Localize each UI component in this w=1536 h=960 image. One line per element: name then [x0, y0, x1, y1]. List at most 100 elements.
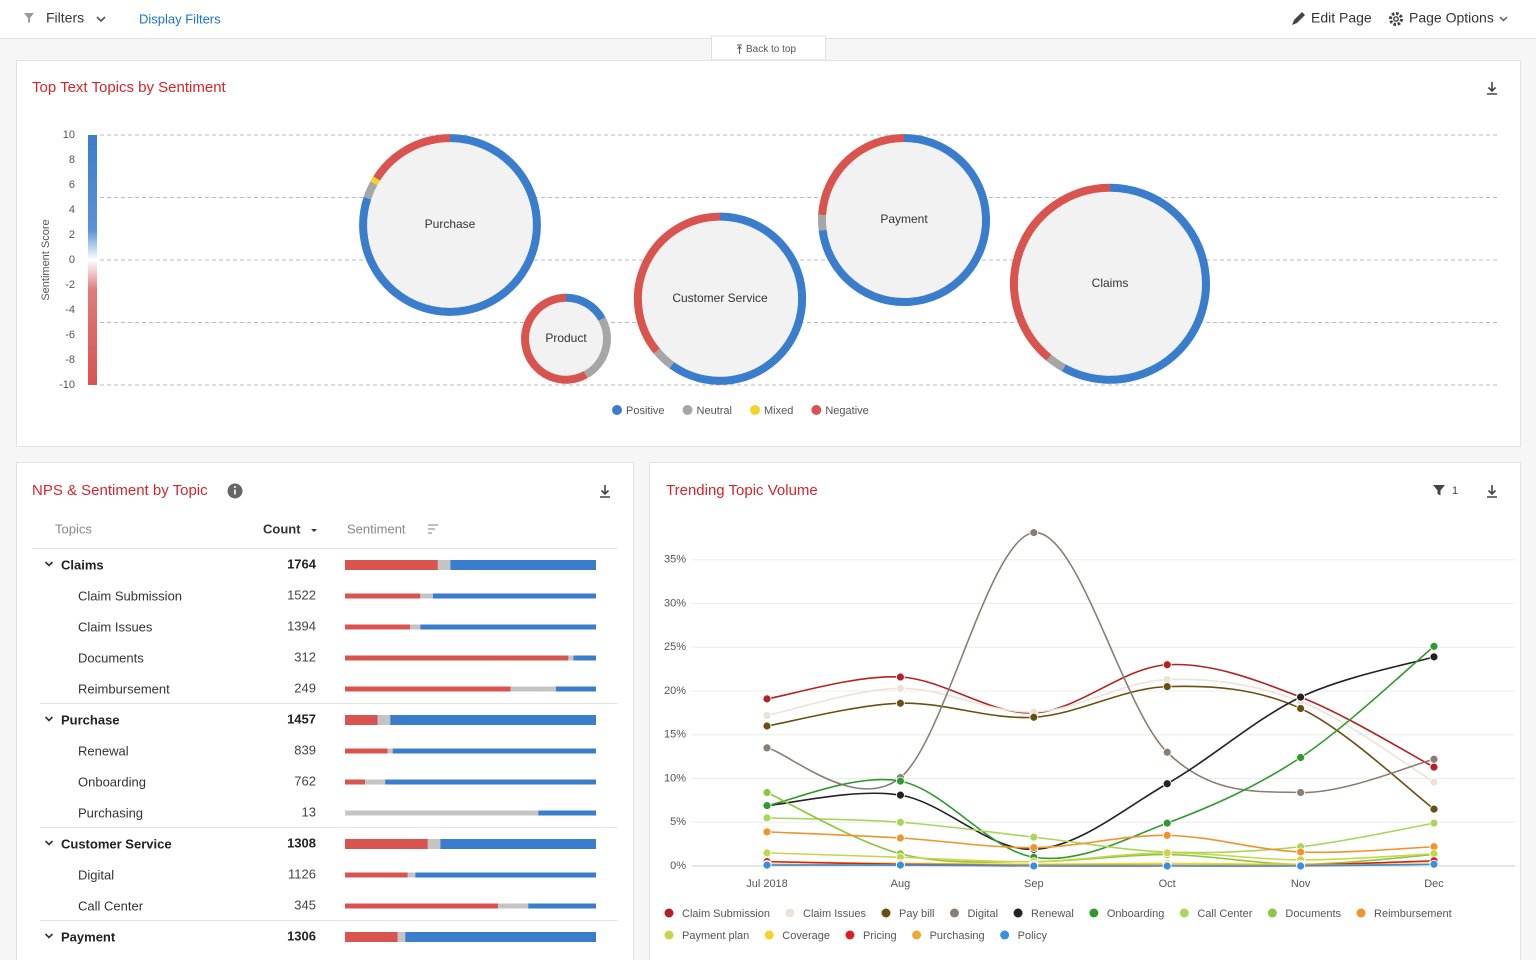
- ring-segment: [1061, 183, 1210, 384]
- bubble-body: [822, 138, 986, 302]
- bubble-body: [638, 217, 802, 380]
- sentiment-segment: [390, 715, 596, 725]
- legend-label: Documents: [1285, 908, 1341, 920]
- sentiment-segment: [345, 624, 411, 630]
- topic-name: Payment: [61, 929, 116, 944]
- column-header: Sentiment: [347, 521, 406, 536]
- data-point: [896, 790, 905, 800]
- series-line: [766, 656, 1435, 851]
- y-axis-label: Sentiment Score: [40, 219, 52, 300]
- data-point: [1296, 753, 1305, 762]
- info-icon-glyph: [234, 486, 236, 488]
- data-point: [762, 788, 772, 797]
- y-tick-label: 35%: [664, 554, 686, 566]
- data-point: [1162, 861, 1172, 871]
- expand-chevron[interactable]: [44, 933, 54, 939]
- sentiment-segment: [538, 810, 596, 816]
- ring-segment: [633, 212, 721, 354]
- data-point: [1029, 712, 1039, 722]
- legend-swatch: [764, 930, 774, 940]
- topic-name: Purchase: [61, 712, 120, 727]
- legend-label: Payment plan: [682, 930, 749, 942]
- legend-label: Negative: [825, 405, 868, 417]
- sentiment-segment: [397, 932, 406, 942]
- sentiment-segment: [345, 932, 398, 942]
- ring-segment: [359, 134, 541, 316]
- ring-segment: [565, 293, 606, 322]
- y-tick-label: 2: [69, 229, 75, 241]
- data-point: [762, 860, 772, 870]
- expand-chevron[interactable]: [44, 716, 54, 722]
- legend-label: Pricing: [863, 930, 897, 942]
- sentiment-segment: [510, 686, 556, 692]
- topic-name: Onboarding: [78, 774, 146, 789]
- bubble-body: [1015, 188, 1205, 379]
- ring-segment: [1010, 183, 1111, 361]
- ring-segment: [370, 176, 381, 186]
- data-point: [1296, 788, 1305, 797]
- legend-swatch: [881, 908, 891, 918]
- ring-segment: [653, 348, 675, 369]
- legend-label: Renewal: [1031, 908, 1074, 920]
- sentiment-segment: [415, 872, 596, 878]
- back-to-top-label[interactable]: Back to top: [746, 44, 796, 55]
- bubble: Customer Service: [633, 212, 807, 385]
- legend-label: Positive: [626, 405, 665, 417]
- bubble: Purchase: [359, 134, 541, 316]
- expand-chevron[interactable]: [44, 840, 54, 846]
- page-options-button[interactable]: Page Options: [1409, 10, 1494, 26]
- sentiment-segment: [407, 872, 416, 878]
- ring-segment: [373, 134, 451, 181]
- sentiment-segment: [345, 748, 388, 754]
- display-filters-link[interactable]: Display Filters: [139, 11, 221, 26]
- sentiment-segment: [345, 779, 366, 785]
- column-header: Topics: [55, 521, 92, 536]
- topic-count: 345: [294, 897, 316, 912]
- bubble-body: [364, 139, 536, 311]
- y-tick-label: -10: [59, 379, 75, 391]
- filter-icon[interactable]: [1433, 485, 1445, 496]
- bubble: Payment: [817, 133, 991, 307]
- series-line: [766, 678, 1435, 783]
- data-point: [762, 848, 772, 858]
- filters-button[interactable]: Filters: [46, 10, 84, 26]
- data-point: [896, 817, 905, 827]
- ring-segment: [818, 133, 991, 307]
- data-point: [1162, 747, 1172, 757]
- edit-page-button[interactable]: Edit Page: [1311, 10, 1372, 26]
- y-tick-label: 15%: [664, 729, 686, 741]
- sentiment-segment: [345, 593, 421, 599]
- ring-segment: [363, 181, 378, 200]
- sentiment-segment: [345, 715, 378, 725]
- back-to-top-tab[interactable]: [711, 35, 826, 61]
- sentiment-segment: [440, 839, 596, 849]
- legend-swatch: [612, 405, 622, 415]
- data-point: [762, 743, 772, 753]
- data-point: [1429, 652, 1439, 662]
- panel-title: Top Text Topics by Sentiment: [32, 79, 227, 96]
- data-point: [762, 827, 772, 837]
- legend-swatch: [785, 908, 795, 918]
- data-point: [1162, 818, 1172, 828]
- legend-swatch: [664, 908, 674, 918]
- sentiment-segment: [385, 779, 596, 785]
- expand-chevron[interactable]: [44, 561, 54, 567]
- legend-label: Claim Submission: [682, 908, 770, 920]
- sort-icon: [311, 529, 317, 532]
- topic-count: 13: [302, 804, 316, 819]
- series-line: [766, 863, 1435, 867]
- y-tick-label: 20%: [664, 685, 686, 697]
- series-line: [766, 852, 1435, 863]
- sort-icon: [428, 524, 438, 534]
- ring-segment: [1046, 354, 1066, 372]
- legend-label: Pay bill: [899, 908, 934, 920]
- y-tick-label: -8: [65, 354, 75, 366]
- sentiment-segment: [410, 624, 421, 630]
- sentiment-segment: [437, 560, 451, 570]
- topic-count: 1457: [287, 711, 316, 726]
- column-header[interactable]: Count: [263, 521, 301, 536]
- data-point: [896, 698, 905, 708]
- topic-name: Documents: [78, 650, 144, 665]
- download-icons[interactable]: [600, 82, 1497, 498]
- y-tick-label: 4: [69, 204, 75, 216]
